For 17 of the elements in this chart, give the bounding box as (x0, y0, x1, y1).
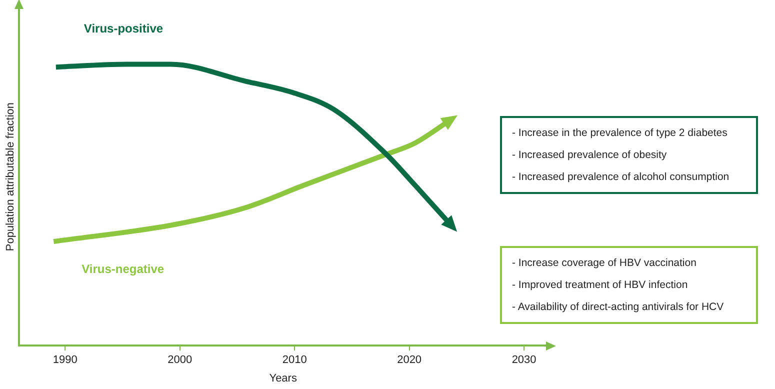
x-tick-label: 1990 (52, 354, 78, 366)
x-tick-label: 2000 (168, 354, 192, 366)
annotation: - Increase in the prevalence of type 2 diabetes (512, 126, 728, 141)
text-box: - Increase coverage of HBV vaccination - Improved treatment of HBV infection - Availability of direct-acting antivirals for HCV (500, 246, 758, 324)
x-tick-label: 2030 (512, 354, 536, 366)
y-axis-title: Population attributable fraction (4, 102, 17, 252)
text: Virus-positive (84, 21, 164, 36)
annotation: - Improved treatment of HBV infection (512, 278, 689, 293)
series-label: Virus-negative (82, 262, 164, 276)
x-tick-label: 2010 (282, 354, 307, 366)
x-axis-title: Years (269, 372, 298, 384)
x-tick-label: 2020 (397, 354, 422, 366)
text-box: - Increase in the prevalence of type 2 diabetes - Increased prevalence of obesity - Increased prevalence of alcohol consumption (500, 116, 758, 194)
annotation: - Increase coverage of HBV vaccination (512, 256, 698, 271)
annotation: - Increased prevalence of obesity (512, 148, 668, 163)
annotation: - Increased prevalence of alcohol consumption (512, 170, 730, 185)
annotation: - Availability of direct-acting antivirals for HCV (512, 300, 725, 315)
